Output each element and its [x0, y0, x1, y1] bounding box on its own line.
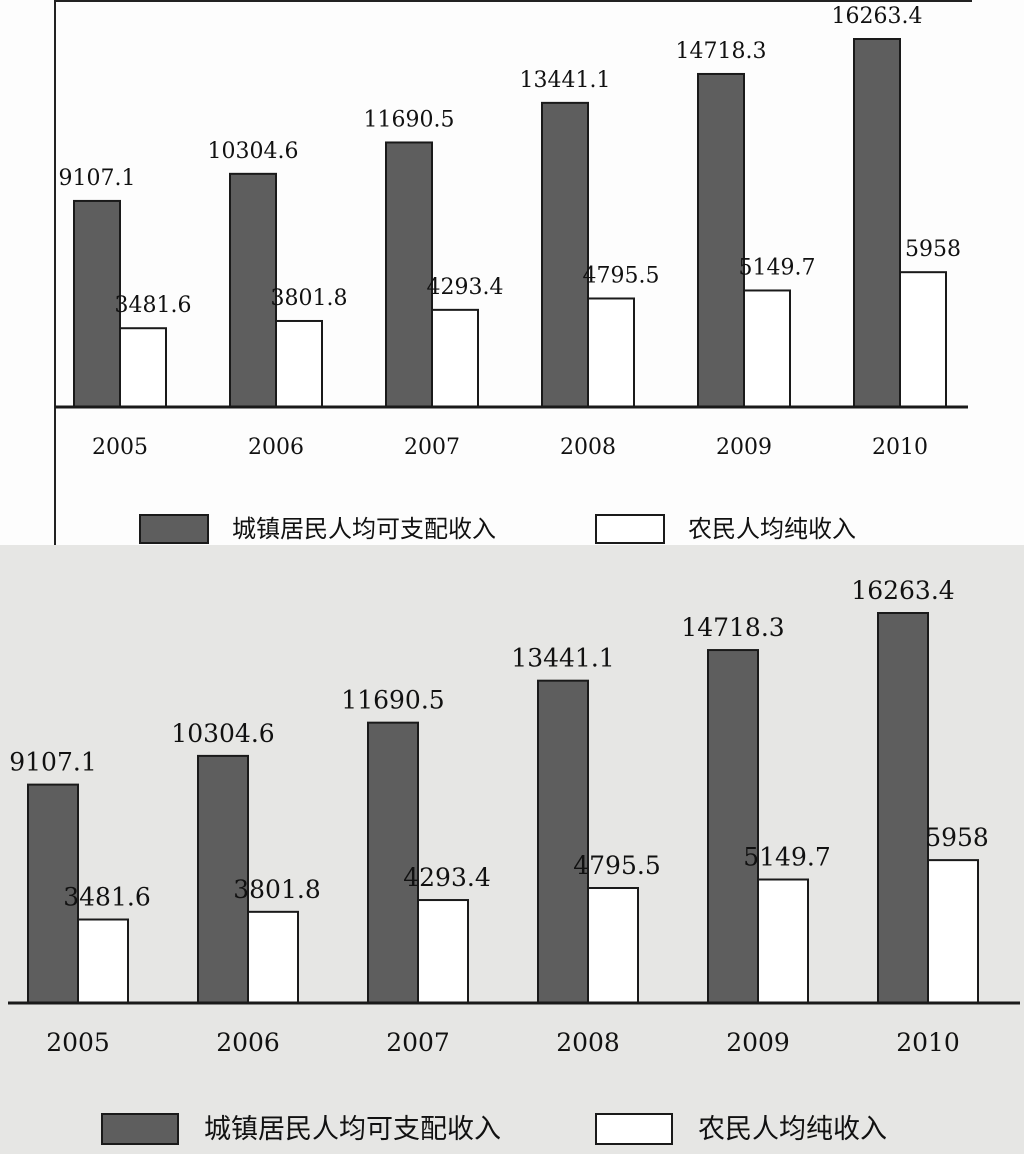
- bottom-x-tick-2005: 2005: [46, 1028, 110, 1057]
- bottom-value-label-rural-2007: 4293.4: [403, 863, 490, 892]
- bottom-x-tick-2009: 2009: [726, 1028, 790, 1057]
- bottom-legend-label-urban: 城镇居民人均可支配收入: [204, 1114, 501, 1145]
- top-legend-label-urban: 城镇居民人均可支配收入: [232, 515, 496, 543]
- top-bar-urban-2010: [853, 38, 901, 408]
- top-x-tick-2009: 2009: [716, 435, 772, 460]
- bottom-value-label-rural-2006: 3801.8: [233, 875, 320, 904]
- top-value-label-urban-2006: 10304.6: [208, 139, 299, 164]
- top-bar-rural-2009: [743, 289, 791, 408]
- top-legend-label-rural: 农民人均纯收入: [688, 515, 856, 543]
- top-x-tick-2005: 2005: [92, 435, 148, 460]
- top-x-tick-2008: 2008: [560, 435, 616, 460]
- top-value-label-urban-2007: 11690.5: [364, 107, 455, 132]
- bottom-bar-urban-2009: [707, 649, 759, 1004]
- bottom-x-tick-2007: 2007: [386, 1028, 450, 1057]
- top-value-label-rural-2006: 3801.8: [271, 286, 348, 311]
- bottom-bar-rural-2005: [77, 918, 129, 1004]
- bottom-x-tick-2008: 2008: [556, 1028, 620, 1057]
- top-value-label-rural-2009: 5149.7: [739, 255, 816, 280]
- top-legend-swatch-urban: [139, 514, 209, 544]
- top-bar-urban-2009: [697, 72, 745, 409]
- top-bar-urban-2005: [73, 199, 121, 408]
- bottom-bar-urban-2006: [197, 754, 249, 1004]
- bottom-value-label-rural-2008: 4795.5: [573, 851, 660, 880]
- bottom-bar-rural-2008: [587, 887, 639, 1005]
- top-x-tick-2010: 2010: [872, 435, 928, 460]
- top-value-label-urban-2008: 13441.1: [520, 68, 611, 93]
- top-value-label-urban-2009: 14718.3: [676, 39, 767, 64]
- chart-panel-bottom: 9107.1 3481.6 2005 10304.6 3801.8 2006 11690.5…: [0, 545, 1024, 1154]
- top-bar-urban-2008: [541, 101, 589, 409]
- bottom-value-label-urban-2010: 16263.4: [851, 576, 954, 605]
- top-value-label-rural-2008: 4795.5: [583, 263, 660, 288]
- bottom-legend-swatch-urban: [101, 1113, 179, 1145]
- bottom-value-label-urban-2009: 14718.3: [681, 613, 784, 642]
- bottom-legend-label-rural: 农民人均纯收入: [698, 1114, 887, 1145]
- top-value-label-urban-2005: 9107.1: [59, 166, 136, 191]
- bottom-value-label-rural-2009: 5149.7: [743, 843, 830, 872]
- bottom-x-tick-2006: 2006: [216, 1028, 280, 1057]
- top-value-label-rural-2010: 5958: [905, 237, 961, 262]
- bottom-x-tick-2010: 2010: [896, 1028, 960, 1057]
- bottom-value-label-rural-2005: 3481.6: [63, 883, 150, 912]
- bottom-value-label-urban-2007: 11690.5: [341, 686, 444, 715]
- bottom-value-label-urban-2008: 13441.1: [511, 644, 614, 673]
- top-bar-rural-2005: [119, 327, 167, 409]
- bottom-value-label-urban-2005: 9107.1: [9, 748, 96, 777]
- bottom-bar-urban-2007: [367, 721, 419, 1004]
- chart-panel-top: 9107.1 3481.6 2005 10304.6 3801.8 2006 11690.5…: [0, 0, 1024, 545]
- top-value-label-rural-2007: 4293.4: [427, 275, 504, 300]
- top-value-label-urban-2010: 16263.4: [832, 4, 923, 29]
- top-bar-urban-2007: [385, 141, 433, 408]
- bottom-bar-rural-2006: [247, 910, 299, 1004]
- bottom-bar-rural-2007: [417, 899, 469, 1005]
- top-bar-rural-2008: [587, 297, 635, 408]
- bottom-value-label-urban-2006: 10304.6: [171, 719, 274, 748]
- bottom-bar-urban-2008: [537, 679, 589, 1005]
- top-x-tick-2007: 2007: [404, 435, 460, 460]
- bottom-legend-swatch-rural: [595, 1113, 673, 1145]
- bar-chart-top: 9107.1 3481.6 2005 10304.6 3801.8 2006 11690.5…: [54, 0, 972, 545]
- bottom-bar-rural-2010: [927, 859, 979, 1005]
- top-bar-urban-2006: [229, 172, 277, 408]
- top-legend-swatch-rural: [595, 514, 665, 544]
- top-bar-rural-2006: [275, 319, 323, 408]
- bar-chart-bottom: 9107.1 3481.6 2005 10304.6 3801.8 2006 11690.5…: [8, 576, 1020, 1145]
- top-value-label-rural-2005: 3481.6: [115, 293, 192, 318]
- top-x-tick-2006: 2006: [248, 435, 304, 460]
- bottom-value-label-rural-2010: 5958: [925, 823, 989, 852]
- bottom-bar-urban-2010: [877, 612, 929, 1004]
- bottom-bar-rural-2009: [757, 878, 809, 1004]
- bottom-bar-urban-2005: [27, 783, 79, 1004]
- top-bar-rural-2007: [431, 308, 479, 408]
- top-bar-rural-2010: [899, 271, 947, 409]
